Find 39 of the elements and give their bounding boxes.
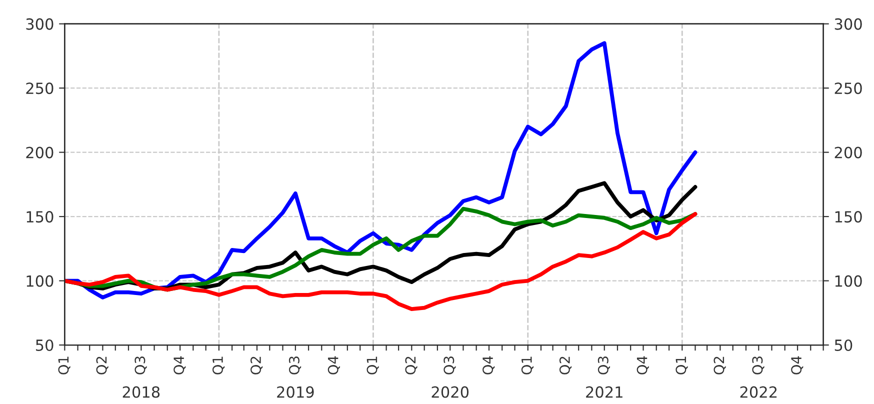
y-tick-label: 200 bbox=[26, 146, 54, 158]
x-tick-label: Q1 bbox=[366, 356, 379, 374]
x-tick-label: Q3 bbox=[444, 356, 456, 374]
y2-tick-label: 250 bbox=[834, 82, 862, 94]
text: 2018 bbox=[122, 386, 160, 398]
y-tick-label: 250 bbox=[26, 82, 54, 94]
x-tick-label: Q4 bbox=[791, 356, 804, 374]
x-tick-label: Q4 bbox=[482, 356, 495, 374]
x-tick-label: Q3 bbox=[752, 356, 764, 374]
text: 2021 bbox=[586, 386, 622, 398]
y2-tick-label: 200 bbox=[834, 146, 862, 158]
line-series bbox=[64, 212, 698, 311]
text: 2019 bbox=[277, 386, 314, 398]
line-series bbox=[64, 41, 698, 300]
y-tick-label: 150 bbox=[26, 211, 54, 223]
x-tick-label: Q4 bbox=[174, 356, 186, 374]
x-tick-label: Q1 bbox=[58, 356, 70, 374]
y2-tick-label: 50 bbox=[834, 339, 852, 352]
x-tick-label: Q4 bbox=[636, 356, 649, 374]
x-tick-label: Q1 bbox=[521, 356, 534, 374]
x-tick-label: Q3 bbox=[288, 356, 302, 374]
y2-tick-label: 150 bbox=[835, 211, 862, 223]
y2-tick-label: 300 bbox=[834, 18, 862, 30]
x-tick-label: Q1 bbox=[676, 356, 688, 374]
x-tick-label: Q2 bbox=[250, 356, 263, 374]
x-tick-label: Q3 bbox=[134, 356, 147, 374]
text: 2020 bbox=[432, 386, 469, 398]
x-tick-label: Q1 bbox=[212, 356, 225, 374]
x-tick-label: Q2 bbox=[96, 356, 108, 374]
y-tick-label: 100 bbox=[26, 275, 54, 287]
y-tick-label: 300 bbox=[26, 18, 54, 30]
x-tick-label: Q4 bbox=[328, 356, 340, 374]
x-tick-label: Q2 bbox=[559, 356, 572, 374]
x-tick-label: Q2 bbox=[405, 356, 418, 374]
text: 2022 bbox=[740, 386, 777, 398]
y2-tick-label: 100 bbox=[835, 275, 862, 287]
y-tick-label: 50 bbox=[36, 339, 54, 352]
x-tick-label: Q2 bbox=[714, 356, 726, 374]
x-tick-label: Q3 bbox=[598, 356, 610, 374]
